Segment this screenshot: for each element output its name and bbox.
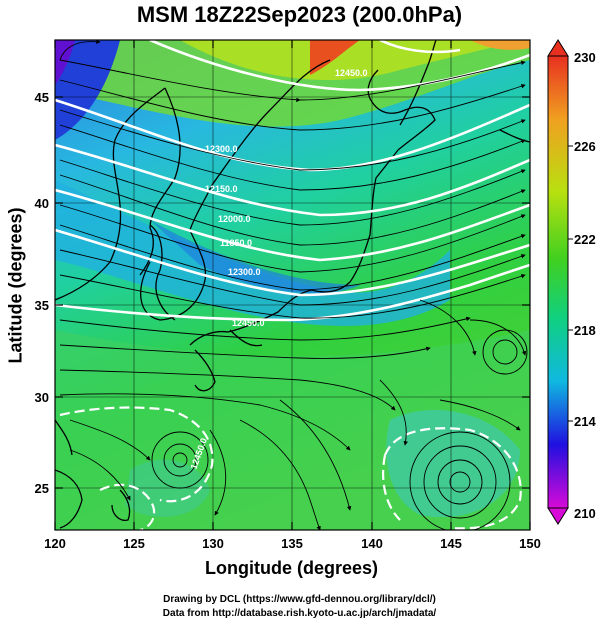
chart-title: MSM 18Z22Sep2023 (200.0hPa)	[136, 2, 463, 27]
contour-label: 12300.0	[228, 267, 261, 277]
y-axis	[55, 96, 530, 489]
colorbar-tick-label: 214	[574, 414, 596, 429]
y-axis-label: Latitude (degrees)	[5, 207, 26, 364]
x-tick-labels: 120 125 130 135 140 145 150	[44, 536, 541, 551]
x-axis-label-text: Longitude (degrees)	[204, 558, 378, 578]
x-tick-label: 145	[440, 536, 462, 551]
contour-label: 12000.0	[218, 214, 251, 224]
colorbar-tick-label: 226	[574, 139, 596, 154]
contour-label: 12150.0	[205, 184, 238, 194]
footer-source: Data from http://database.rish.kyoto-u.a…	[162, 608, 437, 619]
contour-label: 11850.0	[220, 238, 252, 248]
x-tick-label: 130	[202, 536, 224, 551]
x-tick-label: 135	[281, 536, 303, 551]
colorbar-tick-label: 210	[574, 506, 596, 521]
colorbar-tick-label: 230	[574, 50, 596, 65]
contour-label: 12450.0	[232, 318, 265, 328]
colorbar-tick-label: 218	[574, 323, 596, 338]
x-tick-label: 120	[44, 536, 66, 551]
contour-label: 12300.0	[205, 144, 238, 154]
x-axis-label: Longitude (degrees)	[0, 558, 599, 579]
colorbar-tick-label: 222	[574, 232, 596, 247]
y-tick-label: 45	[35, 90, 49, 105]
streamlines	[59, 40, 528, 530]
footer-credit: Drawing by DCL (https://www.gfd-dennou.o…	[163, 594, 436, 605]
map-field: 12450.0 12300.0 12150.0 12000.0 11850.0 …	[55, 40, 530, 530]
x-tick-label: 140	[361, 536, 383, 551]
y-tick-label: 30	[35, 390, 49, 405]
y-tick-label: 35	[35, 298, 49, 313]
y-tick-label: 25	[35, 481, 49, 496]
x-axis	[54, 40, 531, 530]
x-tick-label: 125	[123, 536, 145, 551]
colorbar: 230 226 222 218 214 210	[547, 39, 596, 525]
contour-label: 12450.0	[335, 68, 368, 78]
y-tick-labels: 25 30 35 40 45	[35, 90, 49, 496]
x-tick-label: 150	[519, 536, 541, 551]
y-tick-label: 40	[35, 196, 49, 211]
